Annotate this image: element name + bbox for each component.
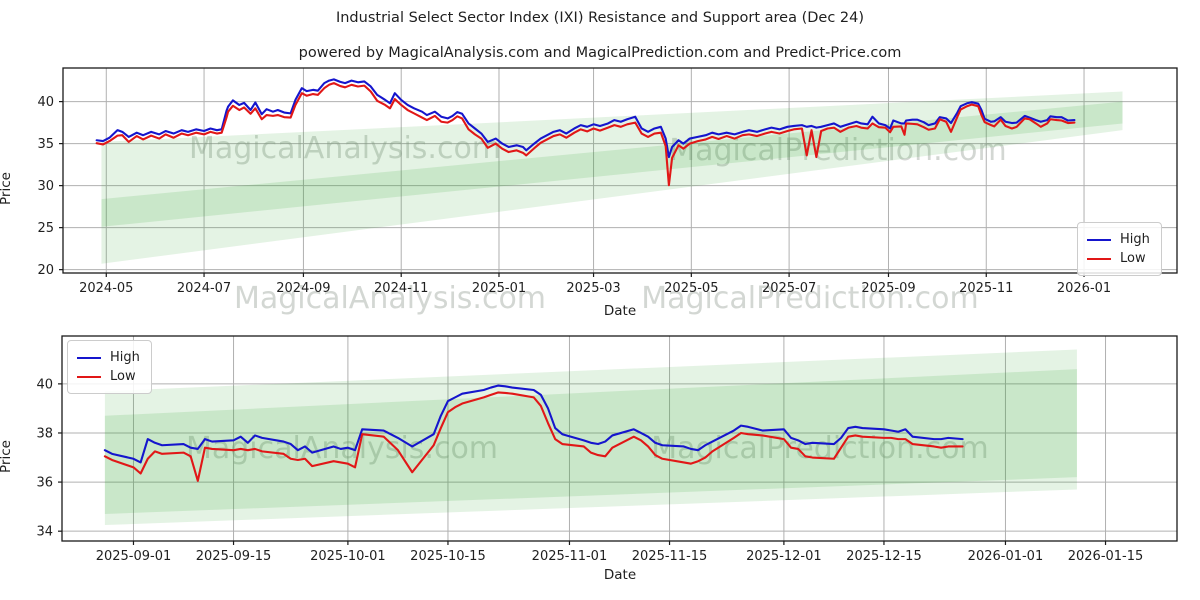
x-tick-label: 2025-11-01 bbox=[532, 549, 608, 564]
watermark-text: MagicalAnalysis.com bbox=[189, 131, 501, 166]
x-tick-label: 2025-12-01 bbox=[746, 549, 822, 564]
legend-label: High bbox=[1120, 232, 1150, 247]
x-tick-label: 2025-01 bbox=[472, 281, 526, 296]
legend-label: Low bbox=[1120, 251, 1146, 266]
x-tick-label: 2026-01 bbox=[1057, 281, 1111, 296]
support-resistance-outer-band bbox=[104, 349, 1077, 526]
x-tick-label: 2024-07 bbox=[177, 281, 231, 296]
x-tick-label: 2026-01-15 bbox=[1068, 549, 1144, 564]
legend-item-low: Low bbox=[77, 368, 140, 385]
legend-item-high: High bbox=[1087, 231, 1150, 248]
x-tick-label: 2025-09-01 bbox=[96, 549, 172, 564]
y-tick-label: 20 bbox=[37, 263, 54, 278]
y-tick-label: 40 bbox=[37, 95, 54, 110]
legend-top-chart: High Low bbox=[1077, 222, 1162, 276]
support-resistance-outer-band bbox=[101, 91, 1123, 264]
watermark-text: MagicalPrediction.com bbox=[641, 281, 979, 316]
y-tick-label: 40 bbox=[36, 377, 53, 392]
support-resistance-inner-band bbox=[101, 101, 1123, 227]
x-tick-label: 2025-09 bbox=[861, 281, 915, 296]
watermark-text: MagicalAnalysis.com bbox=[234, 281, 546, 316]
legend-item-low: Low bbox=[1087, 250, 1150, 267]
y-tick-label: 25 bbox=[37, 221, 54, 236]
x-tick-label: 2025-05 bbox=[664, 281, 718, 296]
y-tick-label: 34 bbox=[36, 525, 53, 540]
x-tick-label: 2025-07 bbox=[762, 281, 816, 296]
legend-label: High bbox=[110, 350, 140, 365]
legend-item-high: High bbox=[77, 349, 140, 366]
x-tick-label: 2025-03 bbox=[566, 281, 620, 296]
high-line bbox=[103, 384, 964, 464]
y-tick-label: 30 bbox=[37, 179, 54, 194]
x-tick-label: 2025-10-15 bbox=[410, 549, 486, 564]
x-tick-label: 2025-12-15 bbox=[846, 549, 922, 564]
low-line bbox=[95, 82, 1076, 187]
y-tick-label: 38 bbox=[36, 426, 53, 441]
x-tick-label: 2026-01-01 bbox=[968, 549, 1044, 564]
low-line-swatch bbox=[1087, 257, 1111, 260]
high-line bbox=[95, 78, 1076, 159]
x-tick-label: 2025-10-01 bbox=[310, 549, 386, 564]
support-resistance-inner-band bbox=[104, 369, 1077, 514]
legend-bottom-chart: High Low bbox=[67, 340, 152, 394]
x-tick-label: 2025-11 bbox=[959, 281, 1013, 296]
x-tick-label: 2024-09 bbox=[276, 281, 330, 296]
y-axis-label-bottom: Price bbox=[0, 440, 14, 473]
chart-title: Industrial Select Sector Index (IXI) Res… bbox=[335, 10, 865, 26]
low-line bbox=[103, 391, 964, 482]
high-line-swatch bbox=[1087, 238, 1111, 241]
legend-label: Low bbox=[110, 369, 136, 384]
x-tick-label: 2025-11-15 bbox=[632, 549, 708, 564]
low-line-swatch bbox=[77, 375, 101, 378]
x-tick-label: 2024-05 bbox=[79, 281, 133, 296]
x-axis-label-top: Date bbox=[603, 303, 637, 319]
high-line-swatch bbox=[77, 356, 101, 359]
x-tick-label: 2024-11 bbox=[374, 281, 428, 296]
chart-subtitle: powered by MagicalAnalysis.com and Magic… bbox=[298, 45, 902, 61]
watermark-text: MagicalPrediction.com bbox=[669, 133, 1007, 168]
x-axis-label-bottom: Date bbox=[603, 567, 637, 583]
y-axis-label-top: Price bbox=[0, 172, 14, 205]
y-tick-label: 36 bbox=[36, 476, 53, 491]
watermark-text: MagicalPrediction.com bbox=[651, 431, 989, 466]
y-tick-label: 35 bbox=[37, 137, 54, 152]
plot-frame bbox=[61, 335, 1178, 542]
plot-frame bbox=[62, 67, 1178, 274]
x-tick-label: 2025-09-15 bbox=[196, 549, 272, 564]
